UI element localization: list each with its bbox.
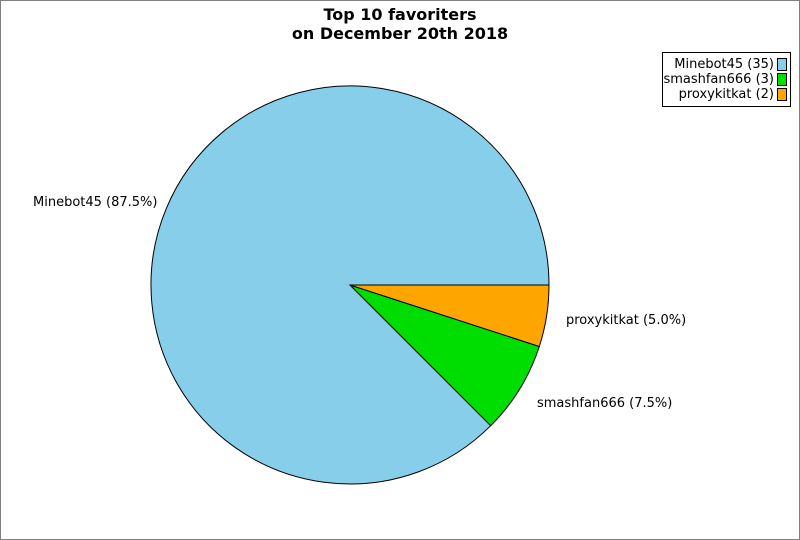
- legend-row-minebot45: Minebot45 (35): [667, 57, 787, 72]
- chart-title-line1: Top 10 favoriters: [323, 5, 477, 24]
- chart-legend: Minebot45 (35) smashfan666 (3) proxykitk…: [662, 52, 791, 107]
- slice-label-smashfan666: smashfan666 (7.5%): [537, 396, 673, 411]
- chart-title-line2: on December 20th 2018: [291, 24, 509, 43]
- pie-slice-proxykitkat: [349, 284, 550, 348]
- chart-title: Top 10 favoriters on December 20th 2018: [1, 5, 799, 43]
- legend-swatch-minebot45-icon: [777, 58, 787, 71]
- slice-label-proxykitkat: proxykitkat (5.0%): [566, 313, 687, 328]
- legend-label-proxykitkat: proxykitkat (2): [678, 87, 774, 102]
- slice-label-minebot45: Minebot45 (87.5%): [33, 195, 158, 210]
- legend-swatch-proxykitkat-icon: [777, 88, 787, 101]
- legend-label-minebot45: Minebot45 (35): [674, 57, 774, 72]
- legend-label-smashfan666: smashfan666 (3): [663, 72, 774, 87]
- legend-row-proxykitkat: proxykitkat (2): [667, 87, 787, 102]
- legend-row-smashfan666: smashfan666 (3): [663, 72, 787, 87]
- legend-swatch-smashfan666-icon: [777, 73, 787, 86]
